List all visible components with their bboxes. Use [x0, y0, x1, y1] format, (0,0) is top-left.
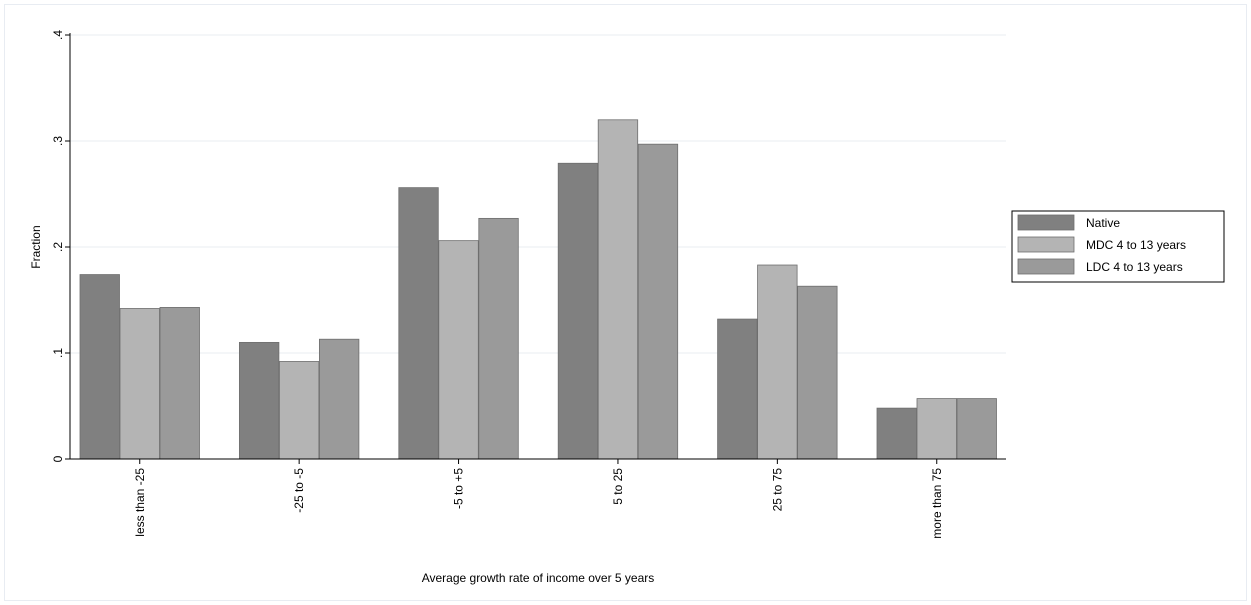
bar [956, 398, 997, 460]
bar [757, 264, 798, 460]
bar [238, 341, 280, 460]
legend-swatch [1017, 236, 1075, 253]
bars [79, 119, 997, 460]
y-tick-label: 0 [51, 455, 65, 462]
legend-label: LDC 4 to 13 years [1086, 260, 1183, 274]
x-tick-label: -5 to +5 [452, 468, 466, 509]
bar [597, 119, 639, 460]
bar [159, 307, 200, 460]
legend-swatch [1017, 214, 1075, 231]
bar [119, 308, 160, 460]
bar [318, 338, 360, 460]
bar [278, 361, 320, 460]
y-tick-label: .4 [51, 30, 65, 40]
bar [398, 187, 439, 460]
x-tick-label: 25 to 75 [770, 468, 784, 512]
gridlines [70, 34, 1006, 354]
bar [916, 398, 957, 460]
legend-swatch [1017, 258, 1075, 275]
x-tick-label: more than 75 [930, 468, 944, 539]
bar [717, 318, 758, 460]
x-tick-label: -25 to -5 [292, 468, 306, 513]
x-axis-title: Average growth rate of income over 5 yea… [422, 571, 655, 585]
legend: Native MDC 4 to 13 years LDC 4 to 13 years [1011, 210, 1225, 283]
bar [557, 162, 599, 460]
bar [438, 240, 479, 460]
y-tick-label: .2 [51, 242, 65, 252]
y-tick-label: .3 [51, 136, 65, 146]
bar [876, 407, 917, 460]
bar [637, 143, 679, 460]
bar [797, 285, 838, 460]
x-axis-ticks: less than -25 -25 to -5 -5 to +5 5 to 25 25 … [133, 459, 944, 539]
y-axis-title: Fraction [29, 225, 43, 268]
bar [79, 274, 120, 460]
legend-label: Native [1086, 216, 1120, 230]
x-tick-label: less than -25 [133, 468, 147, 537]
legend-label: MDC 4 to 13 years [1086, 238, 1186, 252]
x-tick-label: 5 to 25 [611, 468, 625, 505]
y-axis-ticks: 0 .1 .2 .3 .4 [51, 30, 70, 462]
bar [478, 217, 519, 460]
y-tick-label: .1 [51, 348, 65, 358]
